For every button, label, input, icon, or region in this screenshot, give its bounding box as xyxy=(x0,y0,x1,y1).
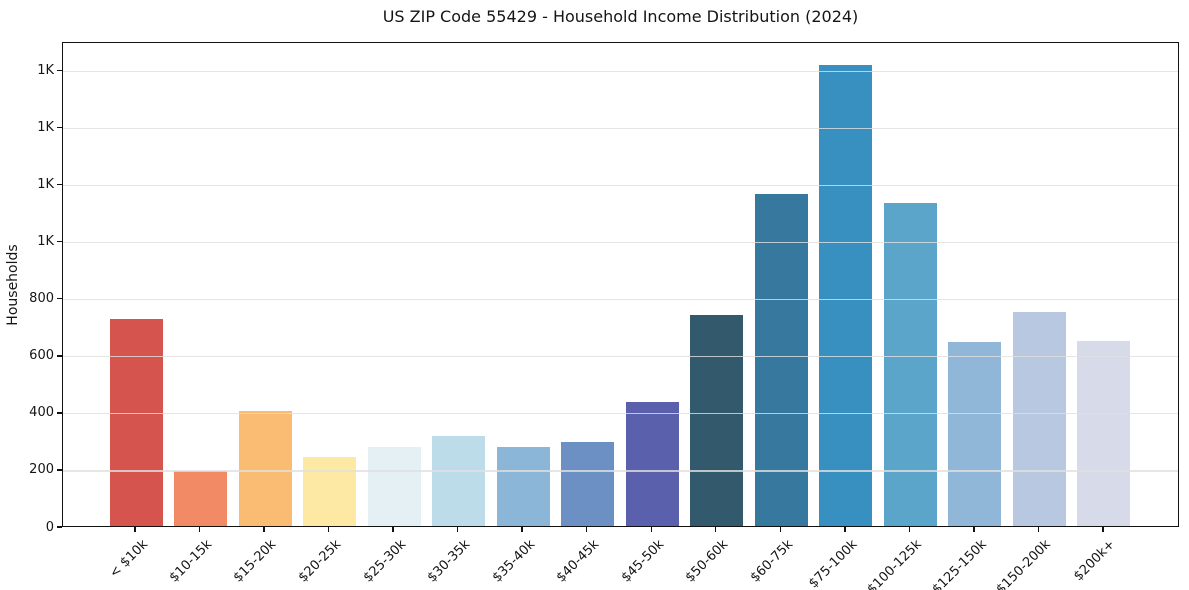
bar-$150-200k xyxy=(1012,311,1066,526)
x-tick-label-$30-35k: $30-35k xyxy=(424,537,474,586)
x-tick-mark xyxy=(779,527,781,532)
bar-$35-40k xyxy=(496,446,550,526)
x-tick-mark xyxy=(908,527,911,532)
x-tick-mark xyxy=(521,527,523,532)
y-tick-label: 1K xyxy=(37,120,54,136)
bar-$60-75k xyxy=(754,194,808,526)
bar-$50-60k xyxy=(690,314,744,526)
x-tick-label-$50-60k: $50-60k xyxy=(682,537,732,586)
x-tick-label-$35-40k: $35-40k xyxy=(489,537,538,586)
x-tick-label-< $10k: < $10k xyxy=(106,537,151,582)
y-tick-mark xyxy=(57,69,62,72)
x-tick-mark xyxy=(586,527,588,532)
x-tick-mark xyxy=(844,527,846,532)
bar-< $10k xyxy=(109,319,163,526)
bar-$30-35k xyxy=(432,435,486,526)
bar-$15-20k xyxy=(238,411,292,526)
bar-$25-30k xyxy=(367,446,421,526)
y-tick-label: 400 xyxy=(29,405,54,421)
x-tick-mark xyxy=(392,527,394,532)
x-tick-label-$125-150k: $125-150k xyxy=(929,537,990,590)
x-tick-mark xyxy=(973,527,975,532)
y-tick-label: 1K xyxy=(37,63,54,79)
y-tick-mark xyxy=(57,183,62,186)
y-tick-label: 600 xyxy=(29,348,54,364)
x-tick-mark xyxy=(1102,527,1104,532)
bar-$125-150k xyxy=(948,342,1002,526)
bar-layer xyxy=(63,43,1178,526)
x-tick-label-$150-200k: $150-200k xyxy=(993,537,1055,590)
y-tick-mark xyxy=(57,126,62,129)
bar-$100-125k xyxy=(883,202,937,526)
y-tick-label: 200 xyxy=(29,462,54,478)
x-tick-label-$15-20k: $15-20k xyxy=(231,537,280,586)
x-tick-mark xyxy=(134,527,136,532)
x-tick-label-$200k+: $200k+ xyxy=(1071,537,1119,585)
bar-$45-50k xyxy=(625,401,679,526)
y-tick-label: 1K xyxy=(37,234,54,250)
x-tick-label-$10-15k: $10-15k xyxy=(166,537,216,586)
y-tick-mark xyxy=(57,526,62,528)
y-axis-label: Households xyxy=(5,244,21,326)
y-tick-mark xyxy=(57,469,62,471)
x-tick-label-$60-75k: $60-75k xyxy=(747,537,796,586)
y-tick-label: 0 xyxy=(45,519,54,535)
x-tick-label-$25-30k: $25-30k xyxy=(360,537,409,586)
x-tick-mark xyxy=(715,527,717,532)
x-tick-label-$40-45k: $40-45k xyxy=(553,537,603,586)
x-tick-mark xyxy=(263,527,265,532)
x-tick-mark xyxy=(456,527,459,532)
y-tick-label: 1K xyxy=(37,177,54,193)
y-tick-mark xyxy=(57,241,62,243)
x-tick-mark xyxy=(327,527,330,532)
bar-$200k+ xyxy=(1077,340,1131,526)
y-tick-mark xyxy=(57,355,62,357)
x-tick-mark xyxy=(1037,527,1040,532)
x-tick-label-$75-100k: $75-100k xyxy=(806,537,861,590)
x-tick-label-$45-50k: $45-50k xyxy=(618,537,667,586)
x-tick-mark xyxy=(650,527,652,532)
bar-$75-100k xyxy=(819,64,873,526)
bar-$20-25k xyxy=(303,456,357,526)
y-tick-mark xyxy=(57,412,62,414)
x-tick-label-$20-25k: $20-25k xyxy=(295,537,345,586)
plot-area xyxy=(62,42,1179,527)
bar-$10-15k xyxy=(174,470,228,526)
x-tick-label-$100-125k: $100-125k xyxy=(864,537,925,590)
bar-$40-45k xyxy=(561,442,615,526)
y-tick-label: 800 xyxy=(29,291,54,307)
y-tick-mark xyxy=(57,298,62,300)
x-tick-mark xyxy=(198,527,201,532)
chart-title: US ZIP Code 55429 - Household Income Dis… xyxy=(382,7,859,26)
